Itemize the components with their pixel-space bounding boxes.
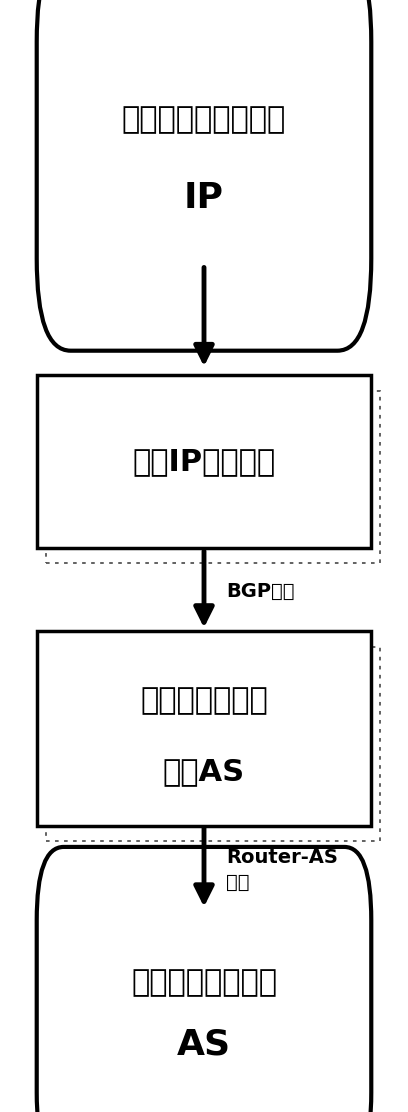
- FancyBboxPatch shape: [37, 376, 371, 548]
- Text: IP: IP: [184, 181, 224, 215]
- FancyBboxPatch shape: [37, 632, 371, 825]
- Text: 路由器每个接口对应: 路由器每个接口对应: [122, 106, 286, 135]
- Text: AS: AS: [177, 1027, 231, 1061]
- Text: 每个路由器对应的: 每个路由器对应的: [131, 967, 277, 996]
- FancyBboxPatch shape: [37, 847, 371, 1112]
- Text: BGP表项: BGP表项: [226, 582, 295, 602]
- Text: 最佳IP地址前缀: 最佳IP地址前缀: [133, 447, 275, 476]
- Text: 路由器每个接口: 路由器每个接口: [140, 686, 268, 716]
- FancyBboxPatch shape: [37, 0, 371, 350]
- Text: Router-AS
映射: Router-AS 映射: [226, 847, 338, 892]
- Text: 对应AS: 对应AS: [163, 756, 245, 786]
